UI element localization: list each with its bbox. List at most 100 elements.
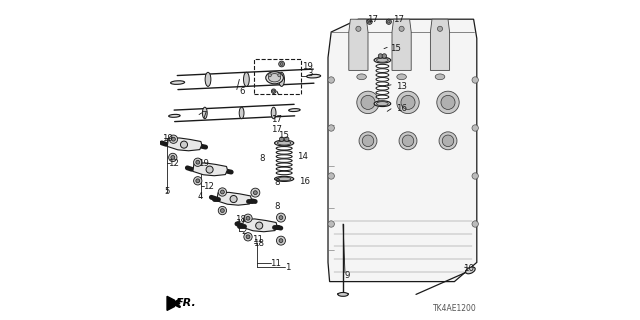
Ellipse shape xyxy=(397,74,406,80)
Polygon shape xyxy=(349,19,368,70)
Circle shape xyxy=(230,196,237,203)
Ellipse shape xyxy=(376,58,388,62)
Circle shape xyxy=(472,125,479,131)
Circle shape xyxy=(359,132,377,150)
Circle shape xyxy=(244,233,252,241)
Circle shape xyxy=(279,239,283,243)
Ellipse shape xyxy=(171,81,184,84)
Ellipse shape xyxy=(269,74,280,82)
Text: 14: 14 xyxy=(297,152,308,161)
Text: 3: 3 xyxy=(308,69,314,78)
Text: 12: 12 xyxy=(202,182,214,191)
Circle shape xyxy=(285,137,289,141)
Ellipse shape xyxy=(276,163,292,166)
Text: 12: 12 xyxy=(168,159,179,168)
Circle shape xyxy=(399,26,404,31)
Text: 19: 19 xyxy=(198,159,209,168)
Ellipse shape xyxy=(275,140,294,146)
Circle shape xyxy=(362,135,374,147)
Bar xyxy=(254,59,301,94)
Circle shape xyxy=(193,177,202,185)
Ellipse shape xyxy=(289,108,300,112)
Text: 15: 15 xyxy=(390,44,401,53)
Circle shape xyxy=(382,54,387,58)
Circle shape xyxy=(218,188,227,196)
Ellipse shape xyxy=(376,77,388,81)
Text: 16: 16 xyxy=(396,104,407,113)
Text: 11: 11 xyxy=(252,235,263,244)
Ellipse shape xyxy=(435,74,445,80)
Circle shape xyxy=(280,63,283,66)
Circle shape xyxy=(171,156,175,159)
Ellipse shape xyxy=(277,177,291,181)
Circle shape xyxy=(246,235,250,239)
Ellipse shape xyxy=(338,292,348,296)
Text: 17: 17 xyxy=(393,15,404,24)
Text: 18: 18 xyxy=(253,239,264,248)
Circle shape xyxy=(220,190,225,194)
Text: TK4AE1200: TK4AE1200 xyxy=(433,304,477,313)
Ellipse shape xyxy=(276,155,292,158)
Circle shape xyxy=(438,26,443,31)
Circle shape xyxy=(397,91,419,114)
Circle shape xyxy=(169,153,177,162)
Circle shape xyxy=(401,95,415,109)
Text: 1: 1 xyxy=(285,263,291,272)
Circle shape xyxy=(218,206,227,215)
Circle shape xyxy=(180,141,188,148)
Circle shape xyxy=(437,91,460,114)
Circle shape xyxy=(388,20,390,23)
Text: 18: 18 xyxy=(236,215,246,224)
Ellipse shape xyxy=(376,82,388,86)
Circle shape xyxy=(472,173,479,179)
Text: 2: 2 xyxy=(242,227,247,236)
Text: 11: 11 xyxy=(270,259,282,268)
Text: 6: 6 xyxy=(239,87,245,96)
Polygon shape xyxy=(392,19,412,70)
Ellipse shape xyxy=(202,107,207,119)
Text: 17: 17 xyxy=(271,125,282,134)
Ellipse shape xyxy=(276,159,292,162)
Text: 15: 15 xyxy=(278,131,289,140)
Circle shape xyxy=(472,221,479,227)
Text: FR.: FR. xyxy=(176,298,196,308)
Circle shape xyxy=(206,166,213,173)
Circle shape xyxy=(356,26,361,31)
Text: 19: 19 xyxy=(302,62,313,71)
Ellipse shape xyxy=(374,57,390,63)
Ellipse shape xyxy=(243,72,250,86)
Ellipse shape xyxy=(376,64,388,68)
Ellipse shape xyxy=(466,267,475,274)
Circle shape xyxy=(442,135,454,147)
Ellipse shape xyxy=(376,73,388,77)
Text: 8: 8 xyxy=(275,178,280,187)
Text: 8: 8 xyxy=(275,202,280,211)
Ellipse shape xyxy=(376,86,388,90)
Polygon shape xyxy=(328,19,477,282)
Circle shape xyxy=(361,95,375,109)
Ellipse shape xyxy=(376,102,388,106)
Text: 5: 5 xyxy=(164,188,170,196)
Ellipse shape xyxy=(376,69,388,72)
Circle shape xyxy=(399,132,417,150)
Ellipse shape xyxy=(276,151,292,154)
Circle shape xyxy=(369,20,371,23)
Ellipse shape xyxy=(277,141,291,145)
Polygon shape xyxy=(167,138,202,151)
Ellipse shape xyxy=(271,107,276,119)
Circle shape xyxy=(244,214,252,222)
Ellipse shape xyxy=(374,101,390,107)
Ellipse shape xyxy=(268,74,271,77)
Circle shape xyxy=(273,90,275,92)
Text: 8: 8 xyxy=(259,154,265,163)
Ellipse shape xyxy=(279,72,285,86)
Text: 19: 19 xyxy=(161,134,172,143)
Ellipse shape xyxy=(278,74,281,77)
Ellipse shape xyxy=(376,91,388,94)
Circle shape xyxy=(441,95,455,109)
Circle shape xyxy=(439,132,457,150)
Text: 13: 13 xyxy=(396,82,407,91)
Polygon shape xyxy=(193,163,227,176)
Text: 7: 7 xyxy=(201,111,207,120)
Circle shape xyxy=(172,137,175,141)
